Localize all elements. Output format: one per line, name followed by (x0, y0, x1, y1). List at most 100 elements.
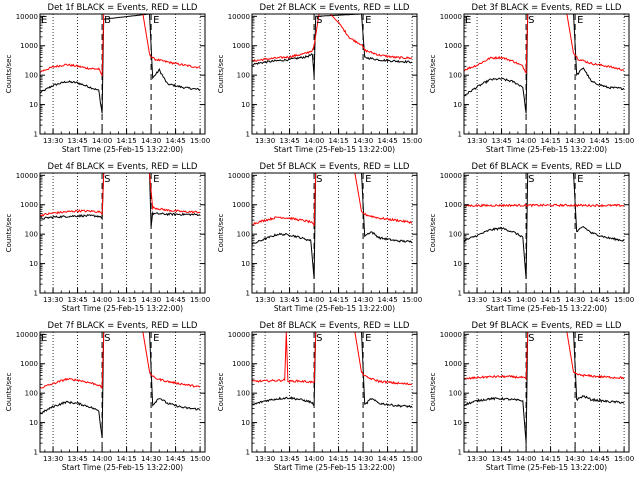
panel-title: Det 9f BLACK = Events, RED = LLD (472, 321, 622, 331)
x-tick-label: 14:15 (328, 455, 348, 463)
events-series-line (252, 332, 413, 409)
event-marker-label: E (365, 333, 371, 344)
x-tick-label: 14:15 (116, 296, 136, 304)
y-tick-label: 100 (237, 390, 250, 398)
x-tick-label: 13:45 (279, 137, 299, 145)
x-tick-label: 13:30 (255, 455, 275, 463)
x-tick-label: 14:15 (328, 296, 348, 304)
y-tick-label: 10000 (16, 172, 38, 180)
x-tick-label: 14:00 (516, 455, 536, 463)
y-tick-label: 10 (29, 101, 38, 109)
event-marker-label: S (104, 333, 110, 344)
event-marker-label: E (153, 174, 159, 185)
events-series-line (464, 332, 625, 444)
x-tick-label: 14:45 (166, 455, 186, 463)
y-tick-label: 100 (449, 231, 462, 239)
x-axis-label: Start Time (25-Feb-15 13:22:00) (274, 463, 395, 472)
y-axis-label: Counts/sec (5, 55, 13, 94)
y-tick-label: 10000 (228, 172, 250, 180)
panel-title: Det 7f BLACK = Events, RED = LLD (48, 321, 198, 331)
y-tick-label: 1000 (232, 42, 250, 50)
x-tick-label: 14:00 (92, 296, 112, 304)
events-series-line (464, 14, 625, 114)
events-series-line (40, 14, 201, 114)
x-tick-label: 14:45 (378, 296, 398, 304)
x-tick-label: 14:30 (141, 296, 161, 304)
detector-panel: Det 9f BLACK = Events, RED = LLD S E 1 10 100… (429, 321, 634, 472)
y-tick-label: 100 (237, 231, 250, 239)
plot-frame (39, 172, 206, 294)
y-tick-label: 10000 (440, 172, 462, 180)
y-tick-label: 10000 (16, 331, 38, 339)
event-marker-label: E (41, 333, 47, 344)
x-tick-label: 14:30 (353, 137, 373, 145)
x-tick-label: 15:00 (190, 296, 210, 304)
x-tick-label: 15:00 (190, 455, 210, 463)
y-tick-label: 1000 (444, 201, 462, 209)
y-tick-label: 1 (246, 290, 250, 298)
y-tick-label: 1 (246, 449, 250, 457)
y-tick-label: 1 (34, 290, 38, 298)
x-tick-label: 13:30 (467, 137, 487, 145)
lld-series-line (464, 332, 625, 381)
x-axis-label: Start Time (25-Feb-15 13:22:00) (486, 463, 607, 472)
x-tick-label: 14:15 (540, 455, 560, 463)
x-tick-label: 15:00 (614, 296, 634, 304)
event-marker-label: S (528, 333, 534, 344)
x-axis-label: Start Time (25-Feb-15 13:22:00) (62, 304, 183, 313)
x-axis-label: Start Time (25-Feb-15 13:22:00) (486, 304, 607, 313)
y-axis-label: Counts/sec (217, 55, 225, 94)
y-axis-label: Counts/sec (217, 214, 225, 253)
y-tick-label: 10000 (16, 13, 38, 21)
x-tick-label: 13:30 (255, 137, 275, 145)
x-axis-label: Start Time (25-Feb-15 13:22:00) (274, 145, 395, 154)
y-tick-label: 10 (453, 260, 462, 268)
x-tick-label: 14:00 (304, 137, 324, 145)
y-axis-label: Counts/sec (429, 214, 437, 253)
event-marker-label: E (41, 15, 47, 26)
events-series-line (40, 173, 201, 227)
event-marker-label: S (528, 174, 534, 185)
y-tick-label: 100 (25, 390, 38, 398)
y-tick-label: 1 (458, 290, 462, 298)
lld-series-line (252, 173, 413, 227)
y-tick-label: 10000 (228, 331, 250, 339)
y-axis-label: Counts/sec (429, 55, 437, 94)
x-tick-label: 14:45 (378, 137, 398, 145)
y-tick-label: 100 (449, 72, 462, 80)
y-axis-label: Counts/sec (5, 214, 13, 253)
event-marker-label: E (365, 15, 371, 26)
y-tick-label: 100 (237, 72, 250, 80)
event-marker-label: S (104, 174, 110, 185)
plot-frame (251, 13, 418, 135)
panel-title: Det 5f BLACK = Events, RED = LLD (260, 162, 410, 172)
x-tick-label: 14:30 (565, 137, 585, 145)
x-axis-label: Start Time (25-Feb-15 13:22:00) (62, 145, 183, 154)
y-tick-label: 1000 (20, 360, 38, 368)
lld-series-line (252, 332, 413, 386)
x-tick-label: 14:00 (304, 455, 324, 463)
events-series-line (252, 173, 413, 280)
lld-series-line (40, 332, 201, 389)
y-tick-label: 10 (241, 260, 250, 268)
panel-title: Det 8f BLACK = Events, RED = LLD (260, 321, 410, 331)
lld-series-line (40, 14, 201, 77)
y-axis-label: Counts/sec (217, 373, 225, 412)
plot-frame (463, 331, 630, 453)
x-tick-label: 13:45 (67, 137, 87, 145)
y-tick-label: 1000 (444, 42, 462, 50)
x-tick-label: 14:30 (565, 296, 585, 304)
plot-frame (39, 331, 206, 453)
x-tick-label: 14:45 (590, 455, 610, 463)
y-tick-label: 1 (34, 131, 38, 139)
panel-title: Det 2f BLACK = Events, RED = LLD (260, 3, 410, 13)
panel-title: Det 6f BLACK = Events, RED = LLD (472, 162, 622, 172)
detector-panel: Det 8f BLACK = Events, RED = LLD S E 1 10 100… (217, 321, 422, 472)
x-tick-label: 13:45 (491, 296, 511, 304)
x-tick-label: 13:30 (467, 455, 487, 463)
y-tick-label: 100 (449, 390, 462, 398)
x-tick-label: 13:45 (67, 296, 87, 304)
y-tick-label: 100 (25, 72, 38, 80)
y-tick-label: 1 (458, 131, 462, 139)
y-tick-label: 1 (246, 131, 250, 139)
